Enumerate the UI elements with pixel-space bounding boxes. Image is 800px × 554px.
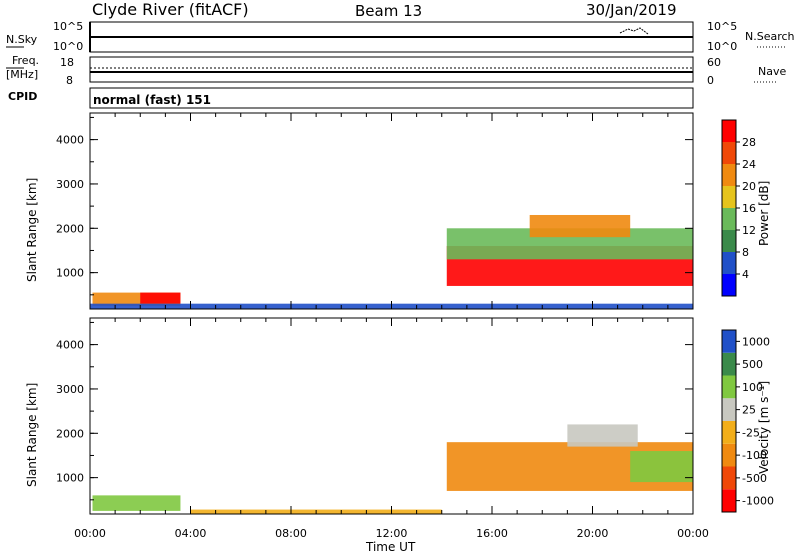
power-cbar-segment: [722, 252, 736, 274]
vel-cbar-segment: [722, 376, 736, 399]
time-tick-label: 16:00: [476, 527, 508, 540]
vel-ytick-label: 4000: [56, 339, 84, 352]
vel-region-3: [630, 451, 693, 482]
vel-cbar-segment: [722, 353, 736, 376]
power-ytick-label: 1000: [56, 267, 84, 280]
power-cbar-tick-label: 20: [742, 180, 756, 193]
power-cbar-segment: [722, 208, 736, 230]
time-tick-label: 20:00: [577, 527, 609, 540]
vel-cbar-segment: [722, 444, 736, 467]
power-cbar-tick-label: 24: [742, 158, 756, 171]
vel-cbar-segment: [722, 421, 736, 444]
nave-label: Nave: [758, 65, 786, 78]
nsky-tick-bottom: 10^0: [53, 40, 83, 53]
date-title: 30/Jan/2019: [586, 1, 677, 19]
power-cbar-tick-label: 16: [742, 202, 756, 215]
time-tick-label: 12:00: [376, 527, 408, 540]
power-cbar-segment: [722, 164, 736, 186]
velocity-heatmap: [93, 424, 693, 514]
power-cbar-segment: [722, 230, 736, 252]
power-cbar-segment: [722, 186, 736, 208]
freq-tick-top: 18: [60, 56, 74, 69]
vel-ytick-label: 1000: [56, 472, 84, 485]
freq-tick-bottom: 8: [66, 74, 73, 87]
vel-ytick-label: 3000: [56, 383, 84, 396]
vel-region-0: [93, 495, 181, 511]
nsky-tick-top: 10^5: [53, 20, 83, 33]
beam-title: Beam 13: [355, 2, 422, 20]
time-axis-labels: 00:00 04:00 08:00 12:00 16:00 20:00 00:00: [74, 527, 709, 540]
time-tick-label: 00:00: [74, 527, 106, 540]
vel-cbar-tick-label: 1000: [742, 335, 770, 348]
power-ylabel: Slant Range [km]: [25, 178, 39, 282]
freq-label-2: [MHz]: [6, 68, 38, 81]
power-colorbar: 4 8 12 16 20 24 28: [722, 120, 756, 296]
nave-tick-top: 60: [707, 56, 721, 69]
velocity-cbar-label: Velocity [m s⁻¹]: [757, 381, 771, 474]
power-ytick-label: 2000: [56, 222, 84, 235]
nsearch-tick-top: 10^5: [707, 20, 737, 33]
power-ytick-label: 3000: [56, 178, 84, 191]
vel-cbar-segment: [722, 398, 736, 421]
station-title: Clyde River (fitACF): [92, 0, 249, 19]
time-axis-title: Time UT: [365, 540, 416, 554]
power-panel: 1000 2000 3000 4000 Slant Range [km] 4 8 12 16…: [25, 113, 771, 309]
power-cbar-segment: [722, 142, 736, 164]
power-cbar-segment: [722, 274, 736, 296]
power-heatmap: [90, 215, 693, 309]
nsky-panel: N.Sky 10^5 10^0 10^5 10^0 N.Search: [6, 20, 795, 53]
time-tick-label: 00:00: [677, 527, 709, 540]
vel-cbar-segment: [722, 489, 736, 512]
power-cbar-tick-label: 12: [742, 224, 756, 237]
cpid-panel: CPID normal (fast) 151: [8, 88, 693, 108]
cpid-value: normal (fast) 151: [93, 93, 211, 107]
vel-cbar-tick-label: 500: [742, 358, 763, 371]
power-cbar-label: Power [dB]: [757, 181, 771, 246]
cpid-label: CPID: [8, 90, 37, 103]
power-cbar-tick-label: 8: [742, 246, 749, 259]
nsearch-label: N.Search: [745, 30, 795, 43]
time-tick-label: 08:00: [275, 527, 307, 540]
power-ytick-label: 4000: [56, 134, 84, 147]
velocity-ylabel: Slant Range [km]: [25, 383, 39, 487]
power-cbar-tick-label: 4: [742, 268, 749, 281]
vel-cbar-tick-label: -1000: [742, 495, 774, 508]
power-cbar-tick-label: 28: [742, 136, 756, 149]
nsearch-tick-bottom: 10^0: [707, 40, 737, 53]
power-cbar-segment: [722, 120, 736, 142]
radar-summary-plot: Clyde River (fitACF) Beam 13 30/Jan/2019…: [0, 0, 800, 554]
vel-ytick-label: 2000: [56, 427, 84, 440]
vel-region-2: [567, 424, 637, 446]
time-tick-label: 04:00: [175, 527, 207, 540]
vel-cbar-segment: [722, 467, 736, 490]
freq-panel: Freq. [MHz] 18 8 60 0 Nave: [6, 54, 786, 87]
power-region-1: [140, 293, 180, 304]
nave-tick-bottom: 0: [707, 74, 714, 87]
power-region-4: [530, 215, 631, 237]
vel-cbar-segment: [722, 330, 736, 353]
freq-label-1: Freq.: [12, 54, 39, 67]
vel-cbar-tick-label: 25: [742, 404, 756, 417]
nsky-label: N.Sky: [6, 33, 38, 46]
